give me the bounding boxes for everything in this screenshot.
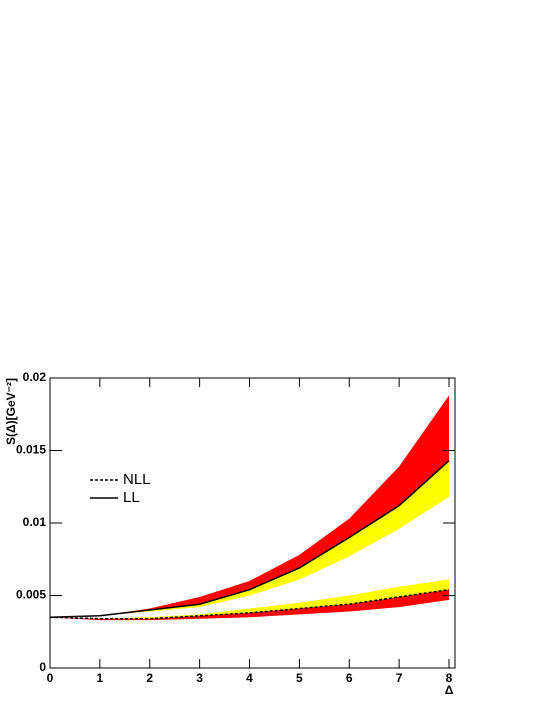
y-tick-label: 0.015 [16, 443, 46, 457]
band [50, 460, 450, 618]
y-axis-label: S(Δ)[GeV⁻²] [4, 378, 18, 445]
x-tick-label: 7 [396, 671, 403, 685]
x-tick-label: 3 [196, 671, 203, 685]
y-tick-label: 0.01 [23, 515, 47, 529]
legend-label: LL [123, 489, 140, 506]
band [50, 579, 450, 619]
y-tick-label: 0.005 [16, 588, 46, 602]
x-tick-label: 4 [246, 671, 253, 685]
band [50, 589, 450, 621]
legend-label: NLL [123, 471, 151, 488]
x-tick-label: 6 [346, 671, 353, 685]
x-tick-label: 0 [47, 671, 54, 685]
x-axis-label: Δ [445, 683, 454, 697]
x-tick-label: 2 [146, 671, 153, 685]
y-tick-label: 0.02 [23, 370, 47, 384]
y-tick-label: 0 [39, 660, 46, 674]
band [50, 395, 450, 618]
x-tick-label: 5 [296, 671, 303, 685]
x-tick-label: 8 [446, 671, 453, 685]
line [49, 460, 450, 618]
x-tick-label: 1 [97, 671, 104, 685]
line [49, 588, 450, 620]
